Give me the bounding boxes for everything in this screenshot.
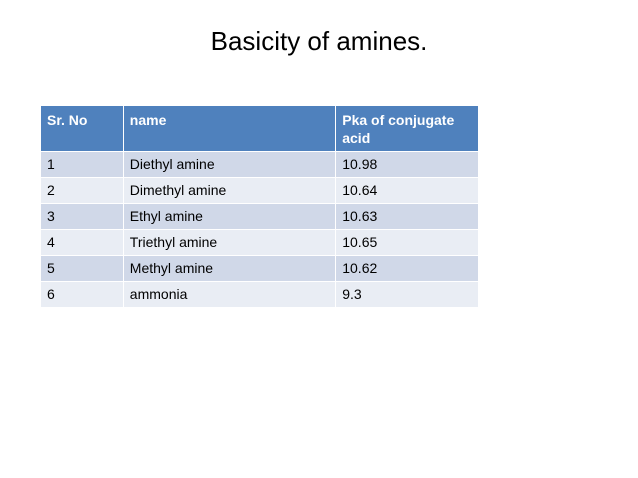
table-row: 4 Triethyl amine 10.65 <box>40 229 479 256</box>
table-row: 3 Ethyl amine 10.63 <box>40 203 479 230</box>
cell-name: Dimethyl amine <box>122 177 337 204</box>
cell-name: Diethyl amine <box>122 151 337 178</box>
cell-sr-no: 6 <box>40 281 124 308</box>
cell-sr-no: 5 <box>40 255 124 282</box>
cell-name: ammonia <box>122 281 337 308</box>
header-sr-no: Sr. No <box>40 105 124 152</box>
cell-name: Ethyl amine <box>122 203 337 230</box>
table-row: 2 Dimethyl amine 10.64 <box>40 177 479 204</box>
cell-name: Triethyl amine <box>122 229 337 256</box>
table-row: 5 Methyl amine 10.62 <box>40 255 479 282</box>
table-row: 1 Diethyl amine 10.98 <box>40 151 479 178</box>
cell-name: Methyl amine <box>122 255 337 282</box>
slide-title: Basicity of amines. <box>210 26 428 56</box>
table-header-row: Sr. No name Pka of conjugate acid <box>40 105 479 152</box>
table-row: 6 ammonia 9.3 <box>40 281 479 308</box>
cell-sr-no: 4 <box>40 229 124 256</box>
cell-sr-no: 2 <box>40 177 124 204</box>
cell-sr-no: 1 <box>40 151 124 178</box>
header-name: name <box>122 105 337 152</box>
header-pka: Pka of conjugate acid <box>335 105 479 152</box>
cell-pka: 9.3 <box>335 281 479 308</box>
cell-sr-no: 3 <box>40 203 124 230</box>
cell-pka: 10.65 <box>335 229 479 256</box>
cell-pka: 10.62 <box>335 255 479 282</box>
cell-pka: 10.98 <box>335 151 479 178</box>
cell-pka: 10.64 <box>335 177 479 204</box>
amine-basicity-table: Sr. No name Pka of conjugate acid 1 Diet… <box>40 105 479 308</box>
cell-pka: 10.63 <box>335 203 479 230</box>
